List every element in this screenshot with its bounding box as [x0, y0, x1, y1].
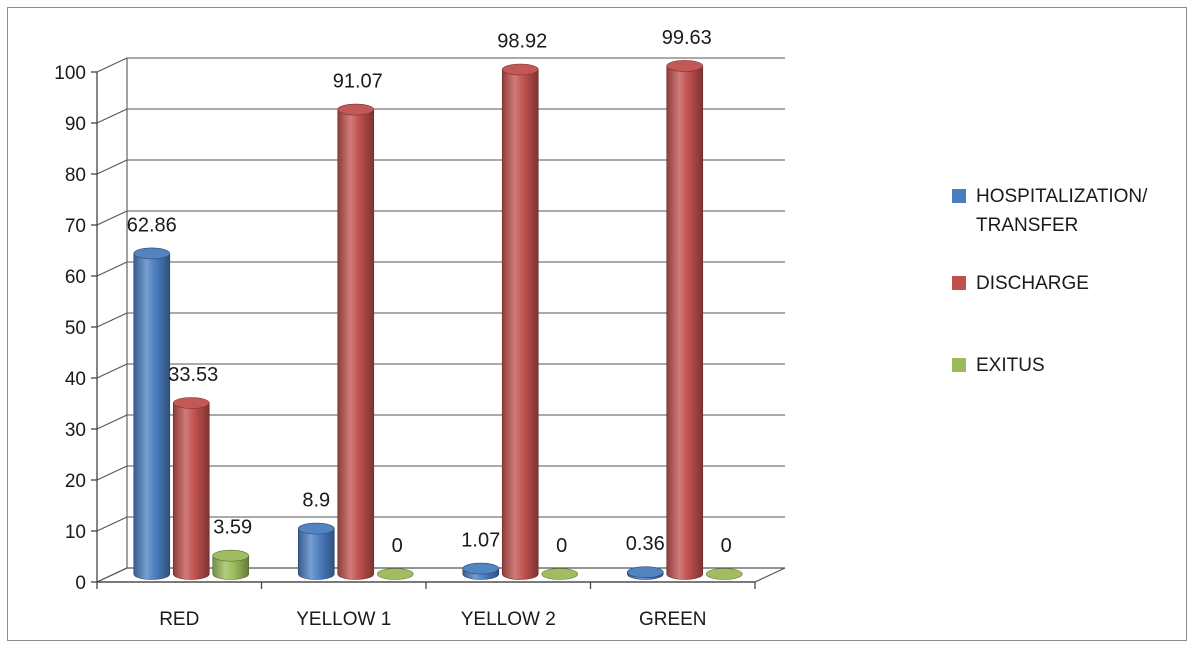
side-gridline-40	[96, 363, 128, 379]
bar-top	[212, 549, 250, 562]
bar-body	[172, 402, 210, 580]
side-gridline-50	[96, 312, 128, 328]
data-label: 3.59	[213, 517, 252, 539]
bar-top	[705, 568, 743, 580]
y-tick-label: 70	[65, 216, 86, 237]
bar-exitus-green	[705, 568, 743, 580]
side-gridline-0	[96, 567, 128, 583]
side-gridline-80	[96, 159, 128, 175]
side-gridline-10	[96, 516, 128, 532]
side-gridline-20	[96, 465, 128, 481]
bar-exitus-yellow-2	[541, 568, 579, 580]
legend-item: DISCHARGE	[952, 273, 1089, 294]
bar-hospitalization-transfer-red	[133, 247, 171, 580]
legend-swatch	[952, 358, 966, 372]
bar-discharge-red	[172, 397, 210, 580]
data-label: 62.86	[127, 214, 177, 236]
x-category-label: YELLOW 2	[461, 609, 556, 630]
legend: HOSPITALIZATION/TRANSFER DISCHARGE EXITUS	[952, 186, 1148, 376]
bar-hospitalization-transfer-yellow-2	[462, 562, 500, 580]
x-category-label: YELLOW 1	[296, 609, 391, 630]
bars: 62.86 33.53 3.59 8.9 91.07 0 1.07 98.92 0 0.36 99.…	[127, 27, 743, 580]
bar-hospitalization-transfer-green	[626, 566, 664, 580]
data-label: 0	[392, 535, 403, 557]
legend-item: HOSPITALIZATION/TRANSFER	[952, 186, 1148, 236]
legend-item: EXITUS	[952, 355, 1045, 376]
bar-exitus-yellow-1	[376, 568, 414, 580]
bar-top	[297, 522, 335, 535]
data-label: 99.63	[662, 27, 712, 49]
y-tick-label: 20	[65, 471, 86, 492]
side-gridline-100	[96, 57, 128, 73]
legend-label: HOSPITALIZATION/	[976, 186, 1148, 207]
y-tick-label: 0	[75, 573, 86, 594]
bar-top	[541, 568, 579, 580]
legend-label: EXITUS	[976, 355, 1045, 376]
side-gridline-30	[96, 414, 128, 430]
side-gridline-70	[96, 210, 128, 226]
bar-top	[501, 63, 539, 76]
bar-discharge-yellow-1	[337, 103, 375, 580]
bar-discharge-yellow-2	[501, 63, 539, 580]
y-tick-label: 90	[65, 114, 86, 135]
data-label: 0	[556, 535, 567, 557]
y-tick-label: 80	[65, 165, 86, 186]
side-gridline-90	[96, 108, 128, 124]
y-tick-label: 30	[65, 420, 86, 441]
y-tick-label: 50	[65, 318, 86, 339]
legend-label: TRANSFER	[976, 215, 1078, 236]
data-label: 8.9	[302, 490, 330, 512]
bar-hospitalization-transfer-yellow-1	[297, 522, 335, 580]
bar-top	[337, 103, 375, 116]
y-tick-label: 100	[54, 63, 86, 84]
bar-top	[666, 60, 704, 72]
data-label: 33.53	[168, 364, 218, 386]
y-tick-label: 10	[65, 522, 86, 543]
bar-body	[133, 253, 171, 580]
y-tick-label: 60	[65, 267, 86, 288]
bar-body	[297, 528, 335, 580]
bar-top	[626, 566, 664, 578]
data-label: 1.07	[461, 530, 500, 552]
x-category-label: GREEN	[639, 609, 707, 630]
bar-exitus-red	[212, 549, 250, 580]
bar-top	[172, 397, 210, 409]
bar-top	[133, 247, 171, 260]
bar-top	[376, 568, 414, 580]
bar-top	[462, 562, 500, 575]
data-label: 0	[721, 535, 732, 557]
bar-discharge-green	[666, 60, 704, 580]
bar-body	[212, 555, 250, 580]
bar-body	[666, 65, 704, 580]
data-label: 0.36	[626, 533, 665, 555]
bar-body	[337, 109, 375, 580]
bar-body	[501, 69, 539, 580]
side-gridline-60	[96, 261, 128, 277]
data-label: 91.07	[333, 71, 383, 93]
x-category-label: RED	[159, 609, 199, 630]
data-label: 98.92	[497, 31, 547, 53]
legend-swatch	[952, 189, 966, 203]
legend-label: DISCHARGE	[976, 273, 1089, 294]
y-tick-label: 40	[65, 369, 86, 390]
legend-swatch	[952, 276, 966, 290]
